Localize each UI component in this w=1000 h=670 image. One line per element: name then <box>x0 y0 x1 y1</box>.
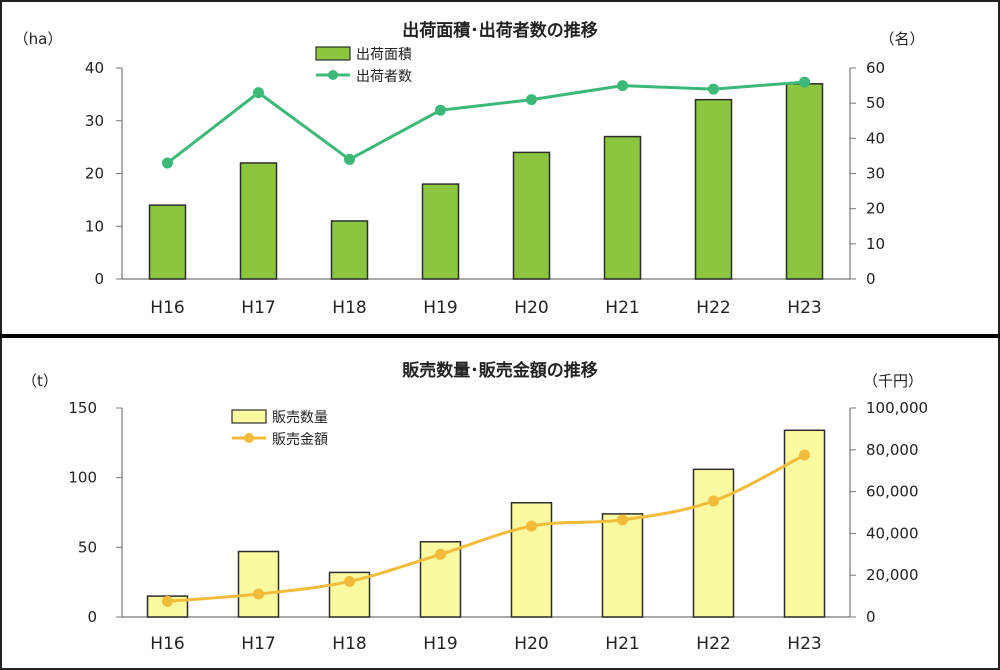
right-tick-label: 0 <box>866 270 876 288</box>
category-label: H20 <box>514 634 548 654</box>
legend-bar-label: 販売数量 <box>272 410 328 426</box>
right-tick-label: 40 <box>866 129 885 147</box>
left-tick-label: 0 <box>94 270 104 288</box>
legend-bar-swatch <box>315 46 351 61</box>
category-label: H22 <box>696 298 730 318</box>
series-line <box>166 80 805 165</box>
bar <box>512 151 551 280</box>
chart-sales: 販売数量･販売金額の推移 （t） （千円） 0 50 100 150 0 20,000 40,0… <box>22 360 928 654</box>
right-tick-label: 20,000 <box>866 566 919 584</box>
left-tick-label: 100 <box>68 469 97 487</box>
category-label: H19 <box>423 634 457 654</box>
line-point <box>799 76 810 88</box>
right-tick-label: 10 <box>866 235 885 253</box>
left-tick-label: 10 <box>85 217 104 235</box>
line-point <box>162 157 173 169</box>
bar <box>603 135 642 280</box>
bar <box>692 468 735 618</box>
bar <box>148 204 187 280</box>
legend-line-label: 販売金額 <box>272 432 328 448</box>
bar <box>694 98 733 280</box>
left-axis-unit: （ha） <box>14 30 63 48</box>
right-axis-unit: （千円） <box>863 372 923 390</box>
category-label: H16 <box>150 298 184 318</box>
category-label: H21 <box>605 298 639 318</box>
right-tick-label: 40,000 <box>866 524 919 542</box>
category-label: H17 <box>241 634 275 654</box>
bar <box>510 501 553 618</box>
line-point <box>344 153 355 165</box>
bar <box>601 513 644 618</box>
bar <box>239 162 278 280</box>
legend-line-marker <box>244 433 254 443</box>
right-tick-label: 0 <box>866 608 876 626</box>
line-point <box>344 575 355 587</box>
line-point <box>253 588 264 600</box>
line-point <box>708 495 719 507</box>
left-tick-label: 0 <box>87 608 97 626</box>
category-label: H16 <box>150 634 184 654</box>
line-point <box>253 87 264 99</box>
bar <box>785 83 824 280</box>
category-label: H17 <box>241 298 275 318</box>
bar <box>330 220 369 280</box>
chart-title: 出荷面積･出荷者数の推移 <box>402 20 598 41</box>
line-point <box>435 104 446 116</box>
category-label: H22 <box>696 634 730 654</box>
line-point <box>162 595 173 607</box>
right-tick-label: 60,000 <box>866 483 919 501</box>
legend-bar-swatch <box>231 409 267 424</box>
category-label: H19 <box>423 298 457 318</box>
line-point <box>617 514 628 526</box>
left-tick-label: 50 <box>78 538 97 556</box>
line-point <box>708 83 719 95</box>
category-label: H18 <box>332 298 366 318</box>
line-point <box>617 80 628 92</box>
category-label: H18 <box>332 634 366 654</box>
left-tick-label: 20 <box>85 165 104 183</box>
category-label: H20 <box>514 298 548 318</box>
right-tick-label: 60 <box>866 59 885 77</box>
right-tick-label: 100,000 <box>866 399 928 417</box>
line-point <box>526 520 537 532</box>
right-tick-label: 50 <box>866 94 885 112</box>
line-point <box>526 94 537 106</box>
right-tick-label: 20 <box>866 200 885 218</box>
category-label: H21 <box>605 634 639 654</box>
right-axis-unit: （名） <box>879 30 924 48</box>
left-axis-unit: （t） <box>22 372 58 390</box>
legend-bar-label: 出荷面積 <box>356 47 412 63</box>
right-tick-label: 80,000 <box>866 441 919 459</box>
right-tick-label: 30 <box>866 165 885 183</box>
category-label: H23 <box>787 298 821 318</box>
bar <box>237 550 280 618</box>
left-tick-label: 40 <box>85 59 104 77</box>
chart-shipping-area: 出荷面積･出荷者数の推移 （ha） （名） 0 10 20 30 40 0 10 20 30 40 50… <box>14 20 925 318</box>
legend-line-label: 出荷者数 <box>356 69 412 85</box>
line-point <box>435 548 446 560</box>
category-label: H23 <box>787 634 821 654</box>
bar <box>421 183 460 280</box>
line-point <box>799 449 810 461</box>
left-tick-label: 150 <box>68 399 97 417</box>
legend-line-marker <box>328 70 338 80</box>
chart-title: 販売数量･販売金額の推移 <box>402 360 598 381</box>
left-tick-label: 30 <box>85 112 104 130</box>
